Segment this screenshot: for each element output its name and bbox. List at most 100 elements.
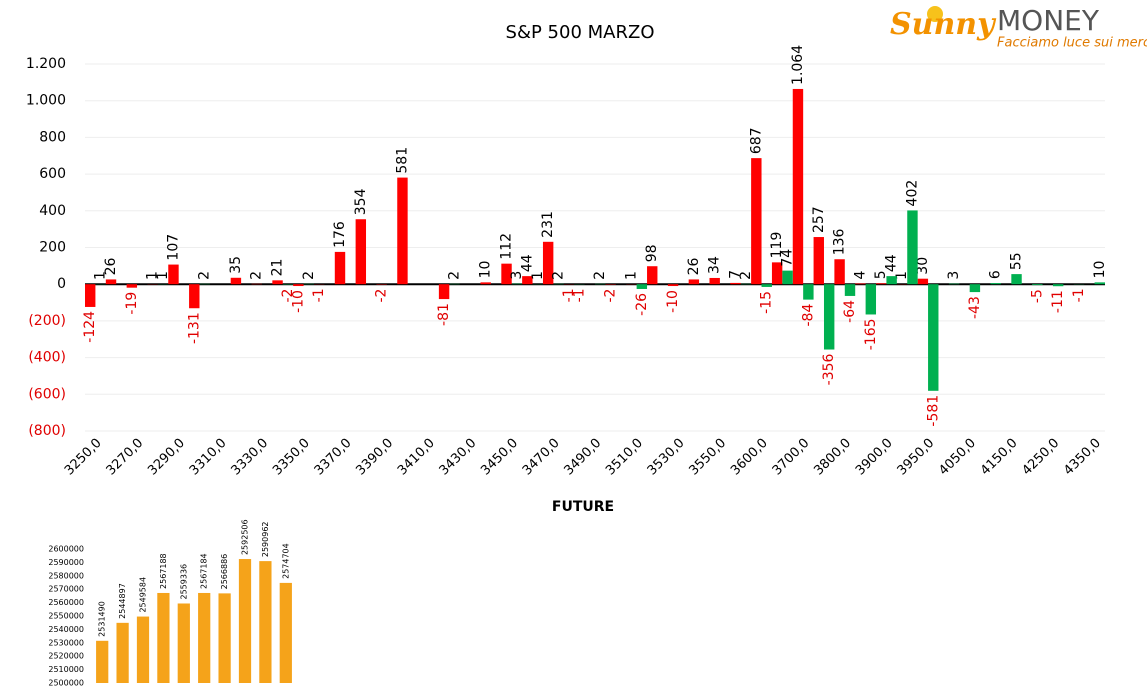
data-label: 1 [623,271,639,280]
bar [177,603,190,683]
data-label: -15 [759,291,775,314]
bar [771,262,783,285]
y-tick-label: 2560000 [48,598,84,607]
y-tick-label: 2540000 [48,625,84,634]
data-label: 30 [915,257,931,275]
data-label: 136 [832,228,848,255]
x-tick-label: 3310,0 [187,436,230,479]
data-label: 1 [145,271,161,280]
data-label: -5 [1029,289,1045,303]
y-tick-label: 2590000 [48,558,84,567]
data-label: 2567184 [200,553,209,589]
data-label: -165 [863,318,879,350]
data-label: 26 [103,258,119,276]
bar [542,241,554,285]
bar [293,284,304,287]
bar [279,582,292,683]
data-label: 1 [93,271,109,280]
x-tick-label: 3410,0 [395,436,438,479]
logo-sun [927,6,943,22]
data-label: -2 [280,289,296,303]
x-tick-label: 3600,0 [728,436,771,479]
data-label: 2 [197,271,213,280]
data-label: 2567188 [159,553,168,589]
data-label: -2 [374,289,390,303]
bar [647,266,658,285]
bar [218,593,231,683]
bar [1094,282,1105,285]
x-tick-label: 3550,0 [686,436,729,479]
x-tick-label: 3350,0 [270,436,313,479]
data-label: 402 [904,180,920,207]
logo-tagline: Facciamo luce sui mercati [997,36,1147,51]
x-tick-label: 3390,0 [353,436,396,479]
bar [1052,284,1064,287]
data-label: 44 [519,254,535,272]
bar [136,616,150,683]
data-label: 7 [728,270,744,279]
data-label: 107 [165,234,181,261]
data-label: 2566886 [220,554,229,590]
bar [865,284,877,315]
data-label: 26 [686,258,702,276]
data-label: 2 [592,271,608,280]
bar [761,284,772,287]
data-label: -1 [571,288,587,302]
data-label: 257 [811,206,827,233]
bar [688,279,700,285]
bar [157,592,170,683]
bar [751,158,762,285]
data-label: 44 [884,254,900,272]
x-tick-label: 3330,0 [228,436,271,479]
data-label: -19 [124,292,140,315]
x-tick-label: 3950,0 [895,436,938,479]
y-tick-label: 1.200 [26,56,66,72]
y-tick-label: 800 [39,129,66,145]
data-label: 2549584 [139,577,148,613]
y-tick-label: 2550000 [48,612,84,621]
bar [126,284,138,288]
bar [667,284,679,287]
data-label: 2574704 [281,543,290,579]
bar [105,279,117,285]
bar [272,280,283,285]
data-label: 2 [249,271,265,280]
y-tick-label: 400 [39,203,66,219]
bar [85,284,96,307]
data-label: 2559336 [179,564,188,600]
data-label: 2544897 [118,583,127,619]
bar [948,283,960,285]
data-label: 2 [446,271,462,280]
data-label: -124 [82,311,98,343]
bar [855,283,866,285]
y-tick-label: 2520000 [48,652,84,661]
bar [803,284,814,300]
data-label: 1 [894,271,910,280]
data-label: 1 [155,271,171,280]
data-label: 4 [852,270,868,279]
y-tick-label: 2500000 [48,679,84,688]
bar [355,219,367,285]
data-label: -10 [665,290,681,313]
x-tick-label: 3430,0 [437,436,480,479]
x-tick-label: 3510,0 [603,436,646,479]
data-label: 2592506 [241,519,250,555]
bar [813,237,824,285]
x-tick-label: 4150,0 [978,436,1021,479]
bar [334,251,346,285]
x-tick-label: 4350,0 [1061,436,1104,479]
y-tick-label: (600) [28,386,66,402]
bar [886,276,897,285]
bar [522,276,533,285]
bar [397,177,408,285]
bar [116,622,129,683]
data-label: 119 [769,232,785,259]
x-tick-label: 4050,0 [936,436,979,479]
bar [1011,274,1022,285]
y-tick-label: 2510000 [48,665,84,674]
bar [834,259,845,285]
x-tick-label: 3250,0 [62,436,105,479]
data-label: 98 [644,244,660,262]
chart-title: S&P 500 MARZO [506,22,655,43]
